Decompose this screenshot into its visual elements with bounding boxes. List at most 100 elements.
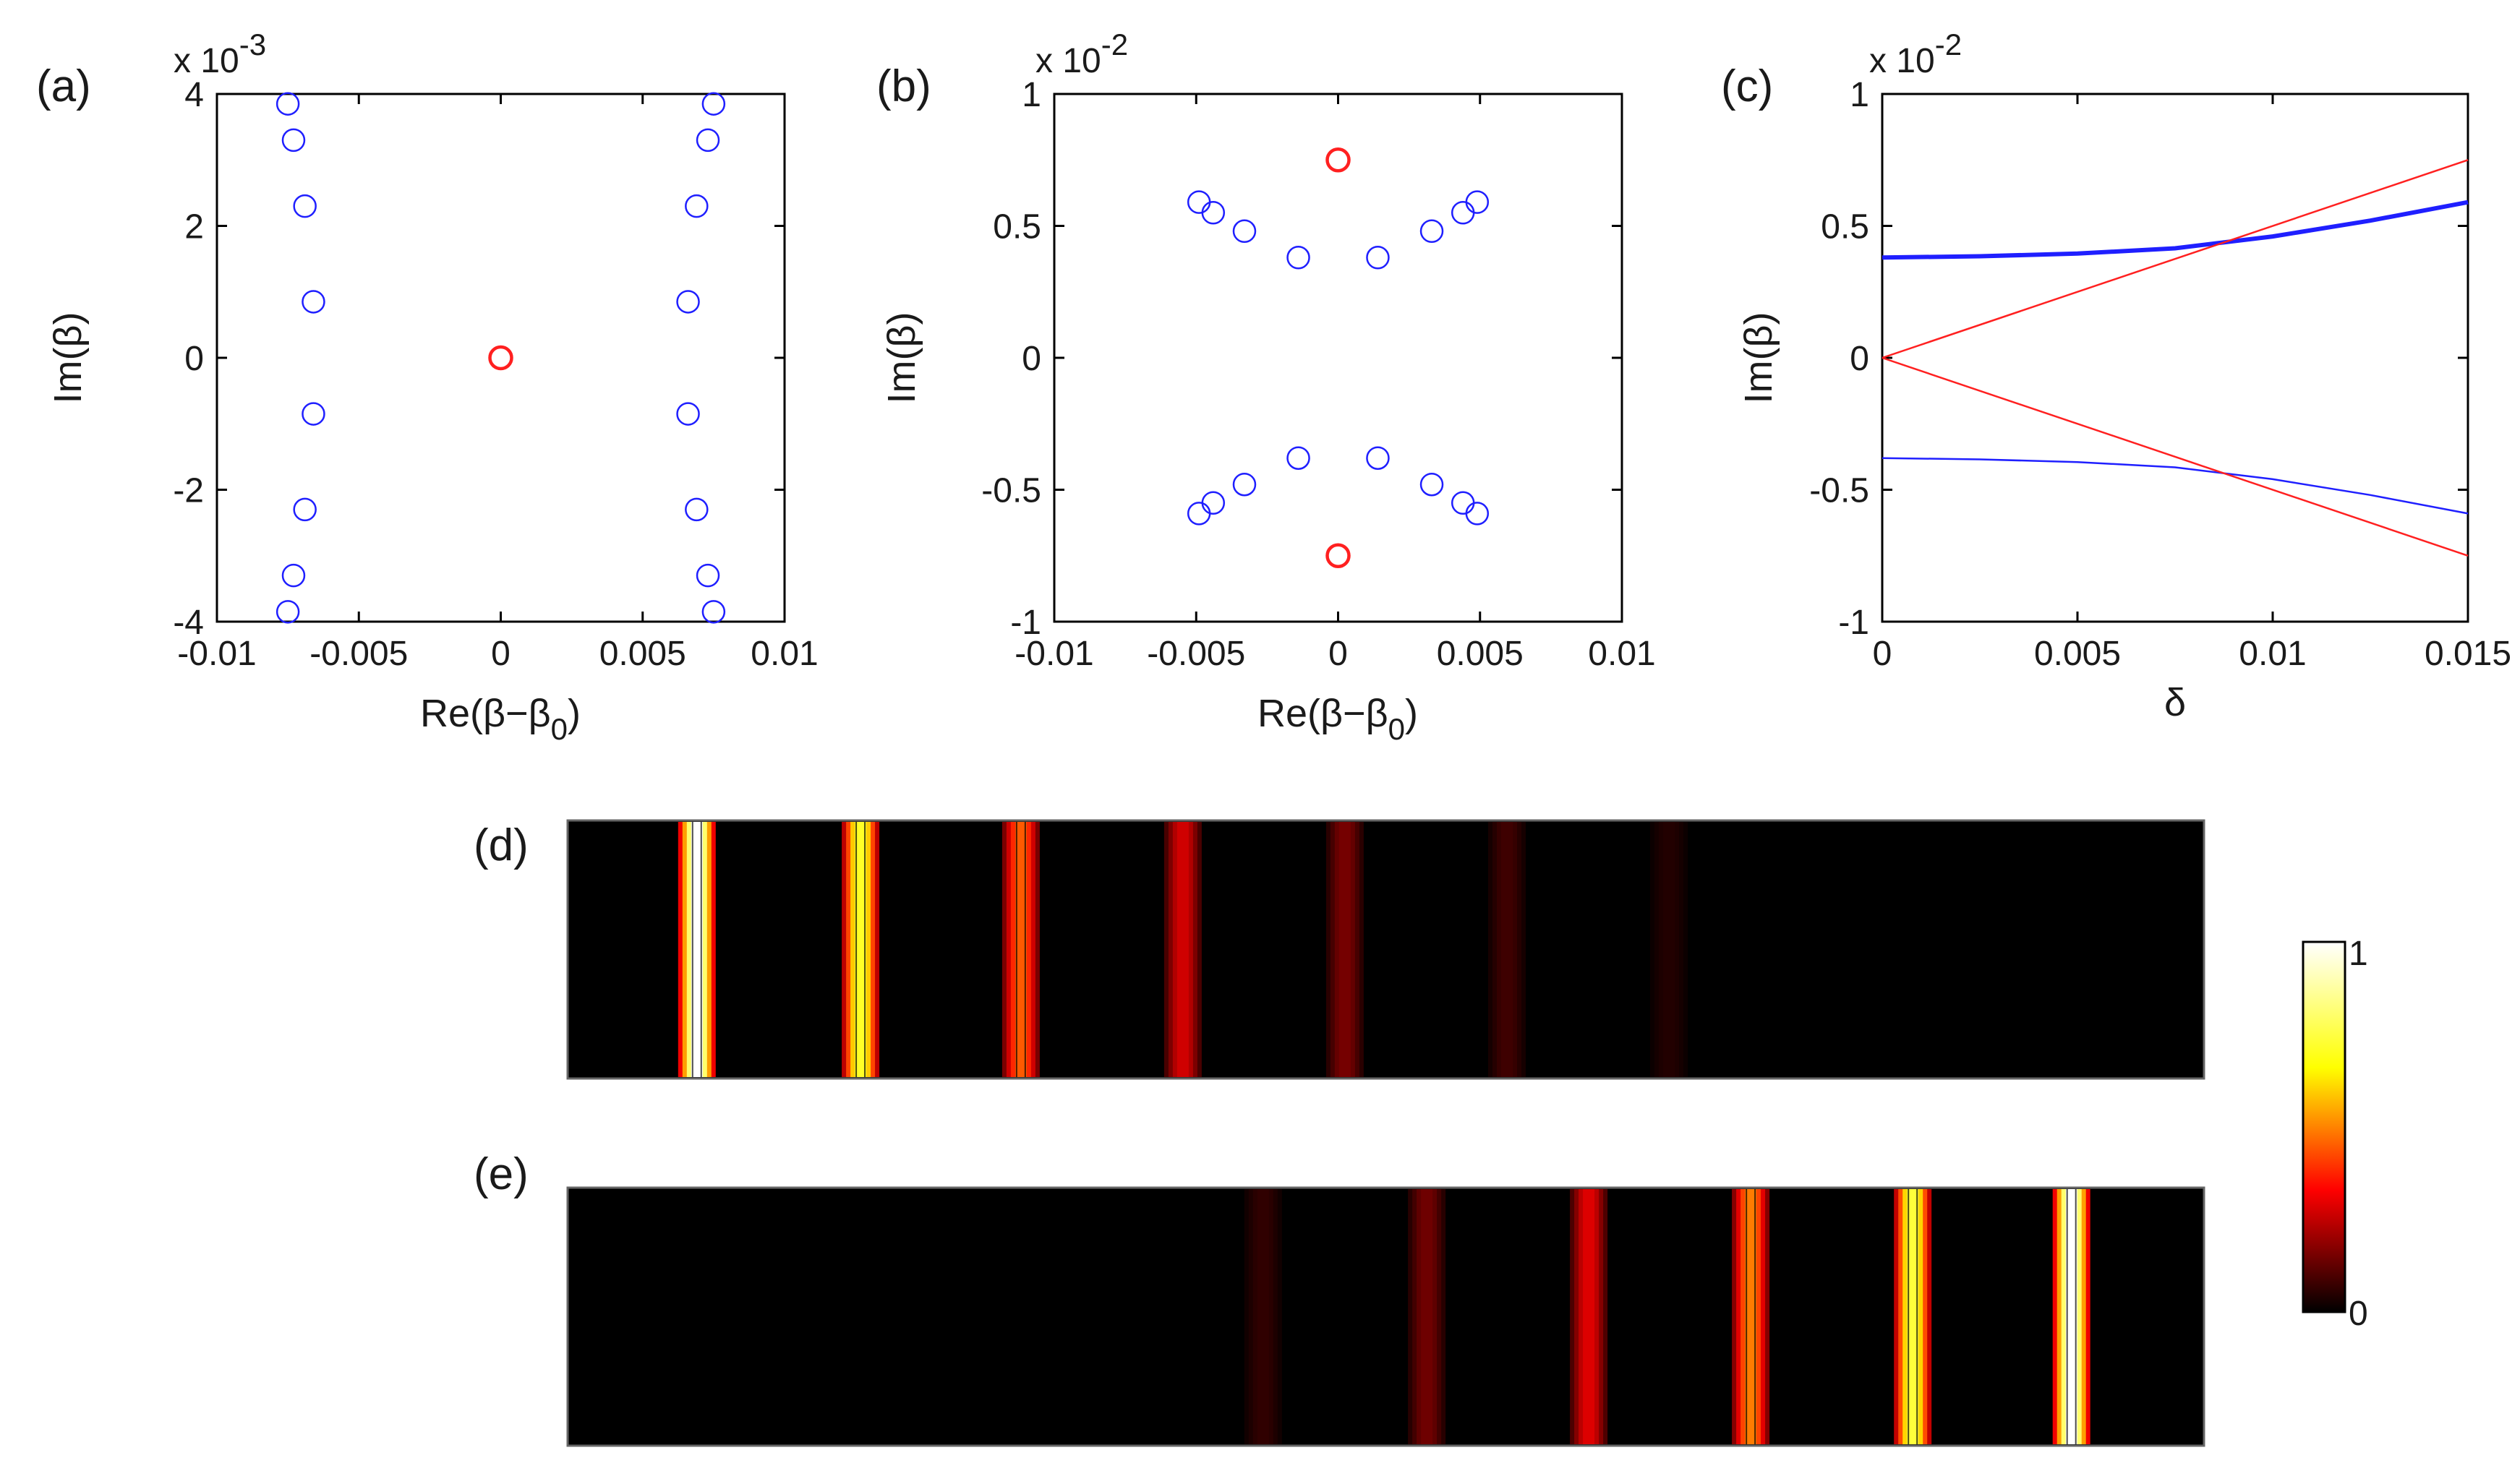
y-ticks-a: -4 -2 0 2 4 xyxy=(173,76,785,642)
axes-box-a xyxy=(215,93,786,623)
scatter-point xyxy=(1232,219,1257,244)
x-tick-label: 0.015 xyxy=(2425,635,2511,673)
series-line xyxy=(1882,457,2469,515)
y-ticks-c: -1 -0.5 0 0.5 1 xyxy=(1809,76,2468,642)
marks-b xyxy=(1187,147,1490,568)
colorbar-gradient xyxy=(2302,940,2346,1313)
y-tick-label: -0.5 xyxy=(981,472,1041,510)
heatmap-stripe xyxy=(855,822,867,1077)
heatmap-stripe xyxy=(1338,822,1351,1077)
x-tick-label: -0.005 xyxy=(309,635,408,673)
x-tick-label: 0.01 xyxy=(1588,635,1655,673)
x-tick-label: 0.005 xyxy=(2034,635,2121,673)
heatmap-stripe xyxy=(1907,1189,1919,1444)
panel-label-a: (a) xyxy=(36,61,91,111)
y-tick-label: -1 xyxy=(1838,604,1869,642)
scatter-point xyxy=(1187,190,1211,214)
heatmap-stripe xyxy=(2065,1189,2077,1444)
series-line xyxy=(1882,356,2469,557)
x-tick-label: 0.005 xyxy=(599,635,686,673)
colorbar: 1 0 xyxy=(2302,935,2368,1333)
y-ticks-b: -1 -0.5 0 0.5 1 xyxy=(981,76,1622,642)
x-tick-label: 0 xyxy=(1873,635,1892,673)
y-tick-label: -2 xyxy=(173,472,204,510)
scatter-point xyxy=(281,128,306,153)
x-tick-label: 0 xyxy=(1328,635,1348,673)
y-tick-label: 1 xyxy=(1850,76,1869,114)
scatter-point xyxy=(1232,472,1257,497)
x-tick-label: -0.005 xyxy=(1147,635,1245,673)
scatter-point xyxy=(302,402,325,426)
scatter-point xyxy=(676,402,700,426)
x-ticks-b: -0.01 -0.005 0 0.005 0.01 xyxy=(1015,94,1656,673)
panel-a: (a) x 10-3 -0.01 -0.005 0 0.005 0.01 -4 -2 0 2 4… xyxy=(36,27,819,746)
scatter-point xyxy=(1451,201,1475,225)
exponent-label-a: x 10-3 xyxy=(174,27,266,80)
x-axis-label-b: Re(β−β0) xyxy=(1257,692,1418,746)
y-tick-label: 0 xyxy=(1022,340,1041,378)
stripes-e xyxy=(1244,1189,2090,1444)
scatter-point xyxy=(696,128,720,153)
scatter-point xyxy=(1419,472,1444,497)
scatter-point xyxy=(1366,446,1390,470)
heatmap-background-e xyxy=(566,1186,2205,1447)
colorbar-max-label: 1 xyxy=(2349,935,2368,973)
scatter-point xyxy=(1187,502,1211,526)
heatmap-stripe xyxy=(1421,1189,1433,1444)
heatmap-stripe xyxy=(1745,1189,1757,1444)
marks-c xyxy=(1882,159,2469,557)
scatter-point xyxy=(276,92,300,116)
y-axis-label-c: Im(β) xyxy=(1737,312,1780,403)
panel-label-b: (b) xyxy=(876,61,931,111)
x-tick-label: -0.01 xyxy=(177,635,256,673)
heatmap-stripe xyxy=(1015,822,1027,1077)
x-ticks-a: -0.01 -0.005 0 0.005 0.01 xyxy=(177,94,819,673)
scatter-point xyxy=(696,563,720,588)
x-tick-label: -0.01 xyxy=(1015,635,1093,673)
heatmap-stripe xyxy=(1663,822,1675,1077)
heatmap-stripe xyxy=(1583,1189,1595,1444)
scatter-point xyxy=(1465,502,1490,526)
y-tick-label: 0 xyxy=(184,340,204,378)
panel-label-e: (e) xyxy=(474,1149,529,1199)
y-tick-label: 0.5 xyxy=(1821,208,1869,246)
axes-box-b xyxy=(1053,93,1623,623)
axes-box-c xyxy=(1881,93,2469,623)
y-tick-label: 1 xyxy=(1022,76,1041,114)
scatter-point xyxy=(488,345,513,371)
stripes-d xyxy=(678,822,1688,1077)
scatter-point xyxy=(1366,246,1390,270)
scatter-point xyxy=(1286,246,1310,270)
panel-d: (d) xyxy=(474,819,2205,1080)
panel-c: (c) x 10-2 0 0.005 0.01 0.015 -1 -0.5 0 0.5 1 δ… xyxy=(1721,27,2511,724)
x-axis-label-a: Re(β−β0) xyxy=(420,692,581,746)
y-tick-label: 4 xyxy=(184,76,204,114)
series-line xyxy=(1882,200,2469,260)
x-tick-label: 0.01 xyxy=(2239,635,2306,673)
y-tick-label: 0.5 xyxy=(993,208,1041,246)
scatter-point xyxy=(1325,543,1351,568)
x-tick-label: 0.01 xyxy=(751,635,818,673)
scatter-point xyxy=(685,497,709,522)
scatter-point xyxy=(293,497,317,522)
x-ticks-c: 0 0.005 0.01 0.015 xyxy=(1873,94,2511,673)
scatter-point xyxy=(1201,491,1226,515)
scatter-point xyxy=(1451,491,1475,515)
heatmap-stripe xyxy=(1176,822,1189,1077)
scatter-point xyxy=(701,92,726,116)
heatmap-stripe xyxy=(691,822,703,1077)
heatmap-stripe xyxy=(1257,1189,1269,1444)
scatter-point xyxy=(302,290,325,314)
colorbar-min-label: 0 xyxy=(2349,1295,2368,1333)
x-tick-label: 0 xyxy=(491,635,511,673)
marks-a xyxy=(276,92,726,624)
x-axis-label-c: δ xyxy=(2164,681,2186,724)
panel-b: (b) x 10-2 -0.01 -0.005 0 0.005 0.01 -1 -0.5 0… xyxy=(876,27,1656,746)
panel-e: (e) xyxy=(474,1149,2205,1447)
y-tick-label: -1 xyxy=(1010,604,1041,642)
panel-label-d: (d) xyxy=(474,820,529,870)
y-tick-label: 0 xyxy=(1850,340,1869,378)
exponent-label-c: x 10-2 xyxy=(1869,27,1962,80)
scatter-point xyxy=(1325,147,1351,173)
